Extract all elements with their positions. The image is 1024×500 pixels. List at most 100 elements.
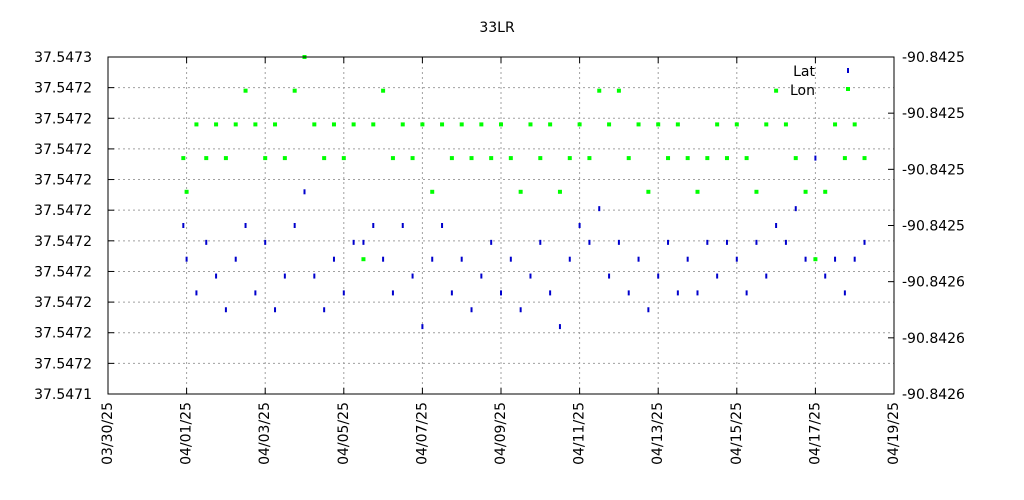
y-left-tick-label: 37.5472 [34, 173, 92, 189]
lat-point [182, 223, 185, 228]
x-tick-label: 04/05/25 [336, 402, 352, 465]
lat-point [500, 290, 502, 296]
lon-point [557, 189, 562, 194]
y-right-tick-label: -90.8426 [902, 331, 965, 347]
y-left-tick-label: 37.5472 [34, 81, 92, 97]
lat-point [588, 239, 591, 245]
lon-point [312, 122, 317, 127]
legend: Lat Lon [790, 64, 850, 99]
x-tick-label: 03/30/25 [100, 402, 116, 465]
x-tick-label: 04/17/25 [807, 402, 823, 465]
legend-label-lon: Lon [790, 83, 815, 99]
lat-point [490, 239, 493, 245]
lat-point [765, 273, 768, 279]
lon-point [273, 122, 278, 127]
lat-point [539, 239, 542, 245]
lon-point [440, 122, 445, 127]
lon-point [744, 156, 749, 161]
lon-point [410, 156, 415, 161]
lat-point [254, 290, 257, 296]
lon-point [371, 122, 376, 127]
lon-point [774, 88, 779, 93]
x-tick-label: 04/01/25 [179, 402, 195, 465]
lat-point [549, 290, 552, 296]
x-tick-label: 04/07/25 [414, 402, 430, 465]
lat-point [431, 256, 434, 262]
lat-point [470, 307, 473, 313]
lat-point [382, 256, 385, 262]
y-right-tick-label: -90.8425 [902, 106, 965, 122]
lon-point [636, 122, 641, 127]
lat-point [244, 223, 247, 228]
lat-point [342, 290, 345, 296]
legend-label-lat: Lat [793, 64, 815, 80]
lon-point [538, 156, 543, 161]
lat-point [460, 256, 463, 262]
lat-point [323, 307, 326, 313]
lon-point [263, 156, 268, 161]
y-right-tick-label: -90.8426 [902, 275, 965, 291]
y-right-tick-label: -90.8425 [902, 162, 965, 178]
lat-point [676, 290, 679, 296]
lon-point [705, 156, 710, 161]
lat-point [784, 239, 787, 245]
lat-point [509, 256, 512, 262]
lon-point [823, 189, 828, 194]
lat-point [303, 189, 306, 195]
lat-series [182, 155, 866, 330]
lon-point [282, 156, 287, 161]
lat-point [205, 239, 208, 245]
lat-point [627, 290, 630, 296]
lon-point [479, 122, 484, 127]
lat-point [775, 223, 778, 228]
lon-point [223, 156, 228, 161]
lon-point [518, 189, 523, 194]
lon-point [666, 156, 671, 161]
lat-point [450, 290, 453, 296]
lon-point [331, 122, 336, 127]
y-left-tick-label: 37.5472 [34, 203, 92, 219]
lon-point [764, 122, 769, 127]
y-left-tick-label: 37.5472 [34, 234, 92, 250]
lat-point [264, 239, 267, 245]
lon-point [528, 122, 533, 127]
lon-point [214, 122, 219, 127]
y-left-tick-label: 37.5472 [34, 326, 92, 342]
lat-point [293, 223, 296, 228]
lat-point [411, 273, 414, 279]
lat-point [332, 256, 335, 262]
lon-point [390, 156, 395, 161]
x-tick-label: 04/19/25 [886, 402, 902, 465]
lon-point [695, 189, 700, 194]
lon-point [587, 156, 592, 161]
lat-point [274, 307, 277, 313]
lon-point [194, 122, 199, 127]
lat-point [735, 256, 738, 262]
y-left-tick-label: 37.5472 [34, 264, 92, 280]
lat-point [716, 273, 719, 279]
y-left-tick-label: 37.5471 [34, 387, 92, 403]
x-tick-label: 04/15/25 [729, 402, 745, 465]
lon-point [204, 156, 209, 161]
lon-point [862, 156, 867, 161]
lon-point [361, 257, 366, 262]
lon-point [253, 122, 258, 127]
lat-point [755, 239, 758, 245]
lon-point [449, 156, 454, 161]
lat-point [352, 239, 355, 245]
lon-point [607, 122, 612, 127]
lat-point [863, 239, 866, 245]
lat-point [617, 239, 620, 245]
lon-point [181, 156, 186, 161]
lon-point [420, 122, 425, 127]
lat-point [558, 324, 561, 330]
lon-point [842, 156, 847, 161]
lat-point [706, 239, 709, 245]
axis-ticks: 03/30/25 04/01/25 04/03/25 04/05/25 04/07/25… [34, 50, 965, 465]
y-right-tick-label: -90.8425 [902, 219, 965, 235]
lat-point [578, 223, 581, 228]
lon-point [783, 122, 788, 127]
lon-point [685, 156, 690, 161]
lat-point [283, 273, 286, 279]
lon-point [548, 122, 553, 127]
